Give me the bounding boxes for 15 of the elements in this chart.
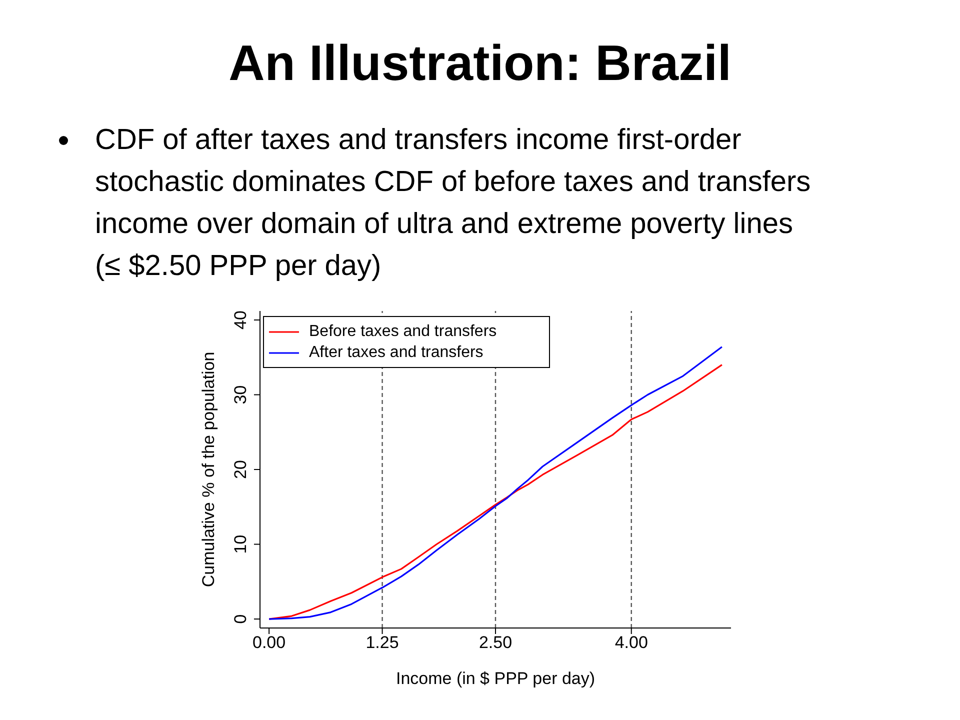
- y-tick-label: 30: [231, 385, 250, 404]
- y-tick-label: 20: [231, 460, 250, 479]
- y-tick-label: 40: [231, 310, 250, 330]
- legend-label: After taxes and transfers: [309, 344, 484, 362]
- legend-label: Before taxes and transfers: [309, 322, 497, 340]
- chart-subtitle: CDF of after taxes and transfers income first-order stochastic dominates CDF of before taxes and transfers income over domain of ultra and extreme poverty lines (≤ $2.50 PPP per day): [95, 124, 811, 282]
- y-tick-label: 0: [231, 614, 250, 624]
- chart-title: An Illustration: Brazil: [228, 35, 732, 91]
- x-tick-label: 4.00: [614, 633, 648, 652]
- x-axis-title: Income (in $ PPP per day): [396, 669, 596, 688]
- x-tick-label: 0.00: [252, 633, 286, 652]
- x-tick-label: 2.50: [478, 633, 512, 652]
- y-axis-title: Cumulative % of the population: [199, 352, 218, 588]
- y-tick-label: 10: [231, 534, 250, 554]
- x-tick-label: 1.25: [366, 633, 399, 652]
